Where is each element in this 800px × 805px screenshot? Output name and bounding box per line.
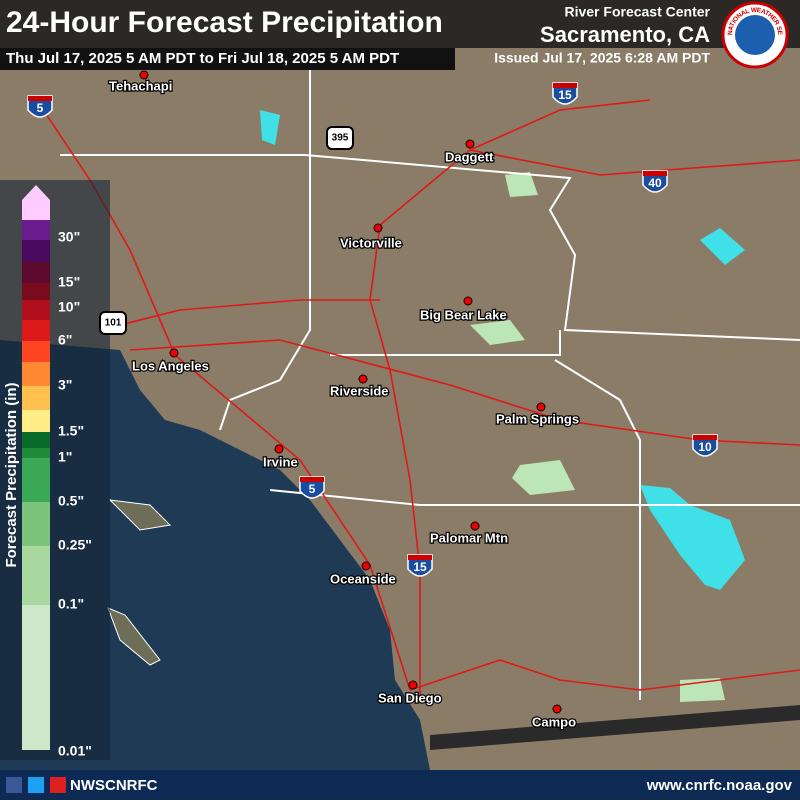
period-band <box>0 48 455 70</box>
city-label: Palm Springs <box>496 411 579 426</box>
city-label: Big Bear Lake <box>420 307 507 322</box>
legend-panel <box>0 180 110 760</box>
center: River Forecast Center <box>564 4 710 20</box>
legend-swatch <box>22 410 50 432</box>
legend-swatch <box>22 320 50 341</box>
city-label: Riverside <box>330 383 389 398</box>
legend-swatch <box>22 300 50 320</box>
interstate-cap <box>553 83 577 88</box>
legend-swatch <box>22 458 50 502</box>
website[interactable]: www.cnrfc.noaa.gov <box>646 777 793 794</box>
location: Sacramento, CA <box>540 22 710 47</box>
legend: 30" 15" 10" 6" 3" 1.5" 1" 0.5" 0.25" 0.1" 0.01" <box>22 185 92 759</box>
shield-label: 15 <box>413 560 427 574</box>
city-label: Palomar Mtn <box>430 530 508 545</box>
shield-label: 5 <box>37 101 44 115</box>
shield-label: 10 <box>698 440 712 454</box>
legend-label: 1.5" <box>58 423 84 439</box>
legend-swatch <box>22 240 50 262</box>
legend-swatch <box>22 220 50 240</box>
city-marker <box>408 680 418 690</box>
city-marker <box>463 296 473 306</box>
city-label: Daggett <box>445 149 494 164</box>
city-label: Irvine <box>263 454 298 469</box>
interstate-shield <box>27 95 53 118</box>
legend-label: 30" <box>58 229 80 245</box>
legend-swatch <box>22 432 50 448</box>
interstate-cap <box>693 435 717 440</box>
interstate-cap <box>28 96 52 101</box>
city-marker <box>361 561 371 571</box>
city-marker <box>536 402 546 412</box>
footer-band <box>0 770 800 800</box>
legend-label: 10" <box>58 299 80 315</box>
border-shadow <box>430 705 800 750</box>
legend-label: 0.1" <box>58 596 84 612</box>
shield-label: 15 <box>558 88 572 102</box>
title: 24-Hour Forecast Precipitation <box>6 6 443 39</box>
city-label: Victorville <box>340 235 402 250</box>
legend-title: Forecast Precipitation (in) <box>3 382 20 567</box>
facebook-icon[interactable] <box>6 777 22 793</box>
city-marker <box>358 374 368 384</box>
legend-swatch <box>22 502 50 546</box>
interstate-shield <box>299 476 325 499</box>
interstate-cap <box>643 171 667 176</box>
interstate-shield <box>552 82 578 105</box>
city-marker <box>169 348 179 358</box>
social-handle[interactable]: NWSCNRFC <box>70 777 158 794</box>
city-marker <box>465 139 475 149</box>
interstate-shield <box>692 434 718 457</box>
legend-label: 3" <box>58 377 72 393</box>
city-label: San Diego <box>378 690 442 705</box>
period: Thu Jul 17, 2025 5 AM PDT to Fri Jul 18,… <box>6 50 399 67</box>
islands <box>107 499 172 666</box>
city-marker <box>552 704 562 714</box>
us-shield <box>99 311 127 335</box>
legend-swatch <box>22 341 50 362</box>
legend-label: 0.01" <box>58 743 92 759</box>
city-marker <box>139 70 149 80</box>
issued: Issued Jul 17, 2025 6:28 AM PDT <box>494 50 710 66</box>
city-label: Los Angeles <box>132 358 209 373</box>
city-label: Campo <box>532 714 576 729</box>
shield-label: 395 <box>332 133 349 144</box>
legend-label: 0.25" <box>58 537 92 553</box>
legend-label: 15" <box>58 274 80 290</box>
cities: Tehachapi Daggett Victorville Big Bear Lake… <box>108 70 580 731</box>
city-label: Oceanside <box>330 571 396 586</box>
interstate-cap <box>300 477 324 482</box>
legend-swatch <box>22 546 50 605</box>
twitter-icon[interactable] <box>28 777 44 793</box>
legend-swatch <box>22 448 50 458</box>
shield-label: 40 <box>648 176 662 190</box>
legend-swatch <box>22 283 50 300</box>
legend-label: 1" <box>58 449 72 465</box>
legend-swatch <box>22 605 50 750</box>
lakes <box>260 110 745 590</box>
interstate-shield <box>407 554 433 577</box>
city-label: Tehachapi <box>109 78 172 93</box>
interstate-cap <box>408 555 432 560</box>
legend-arrow <box>22 185 50 200</box>
interstate-shield <box>642 170 668 193</box>
legend-swatch <box>22 262 50 283</box>
city-marker <box>470 521 480 531</box>
header-band <box>0 0 800 48</box>
legend-swatch <box>22 362 50 386</box>
us-shield <box>326 126 354 150</box>
legend-swatch <box>22 386 50 410</box>
logo-center <box>735 15 775 55</box>
shield-label: 5 <box>309 482 316 496</box>
youtube-icon[interactable] <box>50 777 66 793</box>
city-marker <box>274 444 284 454</box>
city-marker <box>373 223 383 233</box>
shield-label: 101 <box>105 318 122 329</box>
legend-label: 6" <box>58 332 72 348</box>
legend-label: 0.5" <box>58 493 84 509</box>
legend-swatch <box>22 200 50 220</box>
